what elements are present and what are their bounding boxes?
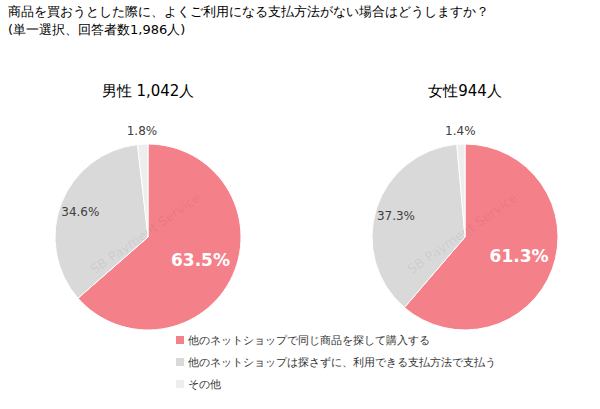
watermark: SB Payment Service xyxy=(88,190,203,277)
pie-chart: 男性 1,042人 63.5% 34.6% 1.8% SB Payment Servic… xyxy=(55,82,241,330)
legend-label: 他のネットショップは探さずに、利用できる支払方法で支払う xyxy=(188,356,496,369)
legend: 他のネットショップで同じ商品を探して購入する他のネットショップは探さずに、利用で… xyxy=(176,334,496,391)
pie-slice xyxy=(55,145,148,299)
legend-swatch xyxy=(176,358,184,366)
data-label: 1.8% xyxy=(127,124,158,138)
pie-chart: 女性944人 61.3% 37.3% 1.4% SB Payment Service xyxy=(372,82,558,330)
data-label: 63.5% xyxy=(171,250,230,270)
data-label: 1.4% xyxy=(445,124,476,138)
legend-label: その他 xyxy=(188,378,221,391)
data-label: 61.3% xyxy=(490,246,549,266)
subtitle: (単一選択、回答者数1,986人) xyxy=(8,22,185,37)
data-labels: 63.5% 34.6% 1.8% xyxy=(61,124,230,270)
legend-label: 他のネットショップで同じ商品を探して購入する xyxy=(188,334,430,347)
watermark: SB Payment Service xyxy=(405,190,520,277)
title: 商品を買おうとした際に、よくご利用になる支払方法がない場合はどうしますか？ xyxy=(8,4,489,19)
data-label: 37.3% xyxy=(377,209,415,223)
chart-root: 商品を買おうとした際に、よくご利用になる支払方法がない場合はどうしますか？ (単一… xyxy=(0,0,600,409)
legend-swatch xyxy=(176,380,184,388)
legend-swatch xyxy=(176,336,184,344)
pie-slice xyxy=(372,144,465,307)
chart-title: 男性 1,042人 xyxy=(102,82,195,100)
chart-title: 女性944人 xyxy=(428,82,502,100)
data-label: 34.6% xyxy=(61,205,99,219)
slices xyxy=(372,144,558,330)
data-labels: 61.3% 37.3% 1.4% xyxy=(377,124,549,266)
slices xyxy=(55,144,241,330)
